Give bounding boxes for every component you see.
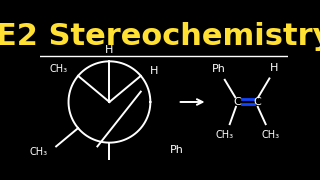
Text: C: C bbox=[253, 97, 261, 107]
Text: H: H bbox=[149, 66, 158, 76]
Text: Ph: Ph bbox=[170, 145, 184, 155]
Text: E2 Stereochemistry: E2 Stereochemistry bbox=[0, 22, 320, 51]
Text: Ph: Ph bbox=[212, 64, 226, 74]
Text: CH₃: CH₃ bbox=[261, 130, 280, 140]
Text: CH₃: CH₃ bbox=[29, 147, 47, 157]
Text: CH₃: CH₃ bbox=[216, 130, 234, 140]
Text: CH₃: CH₃ bbox=[50, 64, 68, 74]
Text: H: H bbox=[270, 63, 278, 73]
Text: C: C bbox=[233, 97, 241, 107]
Text: H: H bbox=[105, 45, 114, 55]
